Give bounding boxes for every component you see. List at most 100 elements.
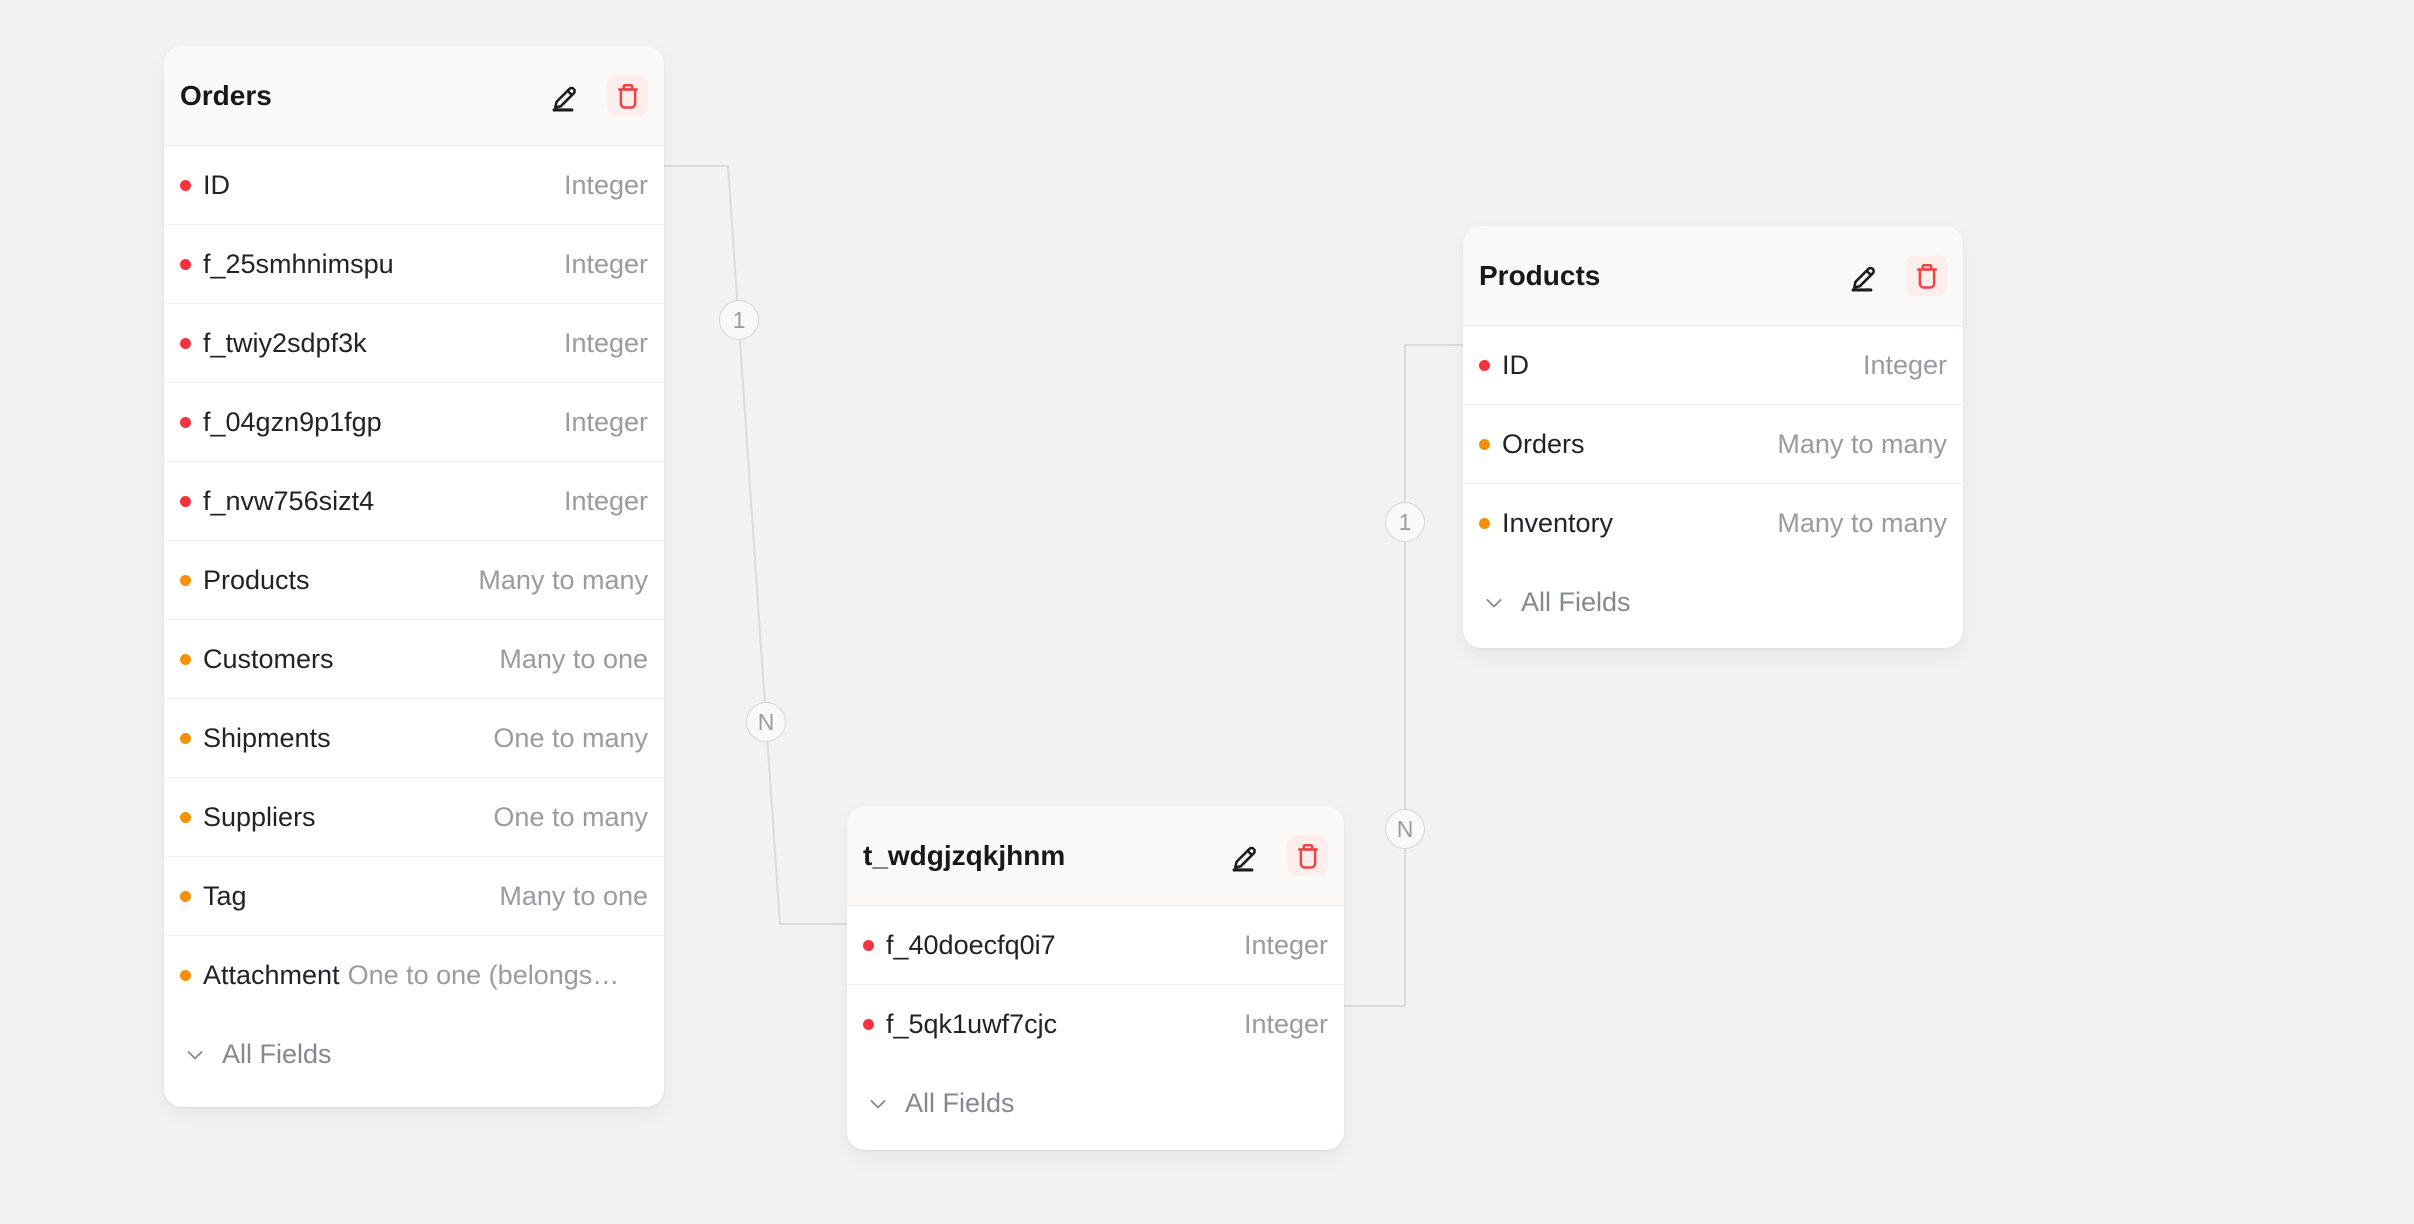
chevron-down-icon	[187, 1050, 203, 1059]
cardinality-badge: N	[746, 702, 786, 742]
all-fields-toggle[interactable]: All Fields	[1463, 563, 1963, 642]
field-name: f_40doecfq0i7	[886, 929, 1056, 960]
field-row: Customers Many to one	[164, 620, 664, 699]
field-row: f_5qk1uwf7cjc Integer	[847, 985, 1344, 1064]
field-row: ID Integer	[1463, 326, 1963, 405]
field-type: Integer	[563, 169, 648, 200]
table-card-t-wdgjzqkjhnm[interactable]: t_wdgjzqkjhnm	[847, 806, 1344, 1150]
field-name: Products	[203, 564, 310, 595]
field-name: Suppliers	[203, 801, 316, 832]
edit-table-button[interactable]	[1226, 835, 1267, 876]
table-title: Products	[1479, 259, 1601, 291]
field-type: Integer	[563, 327, 648, 358]
edit-pencil-icon	[1232, 846, 1256, 872]
field-type: Many to one	[499, 643, 648, 674]
trash-icon	[1916, 263, 1937, 289]
field-row: Orders Many to many	[1463, 405, 1963, 484]
table-title: t_wdgjzqkjhnm	[863, 839, 1066, 871]
field-type: Integer	[563, 248, 648, 279]
table-header[interactable]: Products	[1463, 226, 1963, 326]
relation-dot	[180, 653, 191, 665]
field-type: One to many	[493, 801, 648, 832]
table-title: Orders	[180, 79, 272, 111]
primary-key-dot	[863, 939, 874, 951]
field-row: Shipments One to many	[164, 699, 664, 778]
primary-key-dot	[863, 1019, 874, 1030]
field-name: f_twiy2sdpf3k	[203, 327, 367, 358]
primary-key-dot	[180, 337, 191, 349]
edit-pencil-icon	[1851, 266, 1875, 292]
chevron-down-icon	[870, 1099, 886, 1108]
field-type: Many to many	[478, 564, 648, 595]
field-type: Integer	[1862, 349, 1947, 380]
primary-key-dot	[180, 258, 191, 270]
all-fields-label: All Fields	[1521, 587, 1631, 617]
relation-dot	[1479, 438, 1490, 450]
all-fields-label: All Fields	[905, 1088, 1015, 1118]
field-row: f_twiy2sdpf3k Integer	[164, 304, 664, 383]
field-type: Integer	[563, 406, 648, 437]
relation-dot	[1479, 518, 1490, 529]
primary-key-dot	[1479, 359, 1490, 371]
field-type: One to one (belongs to)	[347, 960, 620, 990]
field-name: ID	[1502, 349, 1529, 380]
field-row: Attachment One to one (belongs to)	[164, 936, 664, 1015]
edit-pencil-icon	[552, 86, 576, 112]
field-name: f_25smhnimspu	[203, 248, 394, 279]
primary-key-dot	[180, 179, 191, 191]
delete-table-button[interactable]	[607, 75, 648, 116]
delete-table-button[interactable]	[1287, 835, 1328, 876]
table-header[interactable]: t_wdgjzqkjhnm	[847, 806, 1344, 906]
field-name: f_nvw756sizt4	[203, 485, 375, 516]
connector-products-junction	[1344, 344, 1463, 1007]
field-type: Integer	[1243, 929, 1328, 960]
cardinality-badge: N	[1385, 809, 1425, 849]
field-type: One to many	[493, 722, 648, 753]
field-name: Shipments	[203, 722, 331, 753]
field-name: Tag	[203, 880, 247, 911]
relation-dot	[180, 890, 191, 902]
field-type: Many to many	[1777, 428, 1947, 459]
field-type: Many to one	[499, 880, 648, 911]
trash-icon	[617, 83, 638, 109]
field-row: f_04gzn9p1fgp Integer	[164, 383, 664, 462]
field-name: Inventory	[1502, 508, 1614, 538]
field-row: Products Many to many	[164, 541, 664, 620]
primary-key-dot	[180, 416, 191, 428]
field-row: Tag Many to one	[164, 857, 664, 936]
field-name: Attachment	[203, 960, 340, 990]
field-type: Integer	[563, 485, 648, 516]
delete-table-button[interactable]	[1906, 255, 1947, 296]
cardinality-badge: 1	[1385, 502, 1425, 542]
primary-key-dot	[180, 495, 191, 507]
trash-icon	[1297, 843, 1318, 869]
field-row: ID Integer	[164, 146, 664, 225]
table-card-orders[interactable]: Orders	[164, 46, 664, 1107]
chevron-down-icon	[1486, 598, 1502, 607]
relation-dot	[180, 732, 191, 744]
field-name: f_5qk1uwf7cjc	[886, 1009, 1058, 1039]
field-row: f_40doecfq0i7 Integer	[847, 906, 1344, 985]
all-fields-toggle[interactable]: All Fields	[847, 1064, 1344, 1143]
cardinality-badge: 1	[719, 300, 759, 340]
relation-dot	[180, 811, 191, 823]
field-row: Suppliers One to many	[164, 778, 664, 857]
all-fields-label: All Fields	[222, 1039, 332, 1069]
relation-dot	[180, 574, 191, 586]
all-fields-toggle[interactable]: All Fields	[164, 1015, 664, 1094]
table-card-products[interactable]: Products	[1463, 226, 1963, 648]
table-header[interactable]: Orders	[164, 46, 664, 146]
field-type: Many to many	[1777, 508, 1947, 538]
field-type: Integer	[1243, 1009, 1328, 1039]
field-name: ID	[203, 169, 230, 200]
field-name: Orders	[1502, 428, 1585, 459]
edit-table-button[interactable]	[546, 75, 587, 116]
field-row: f_nvw756sizt4 Integer	[164, 462, 664, 541]
edit-table-button[interactable]	[1845, 255, 1886, 296]
field-name: f_04gzn9p1fgp	[203, 406, 382, 437]
field-name: Customers	[203, 643, 334, 674]
field-row: Inventory Many to many	[1463, 484, 1963, 563]
connector-orders-junction	[664, 165, 847, 925]
